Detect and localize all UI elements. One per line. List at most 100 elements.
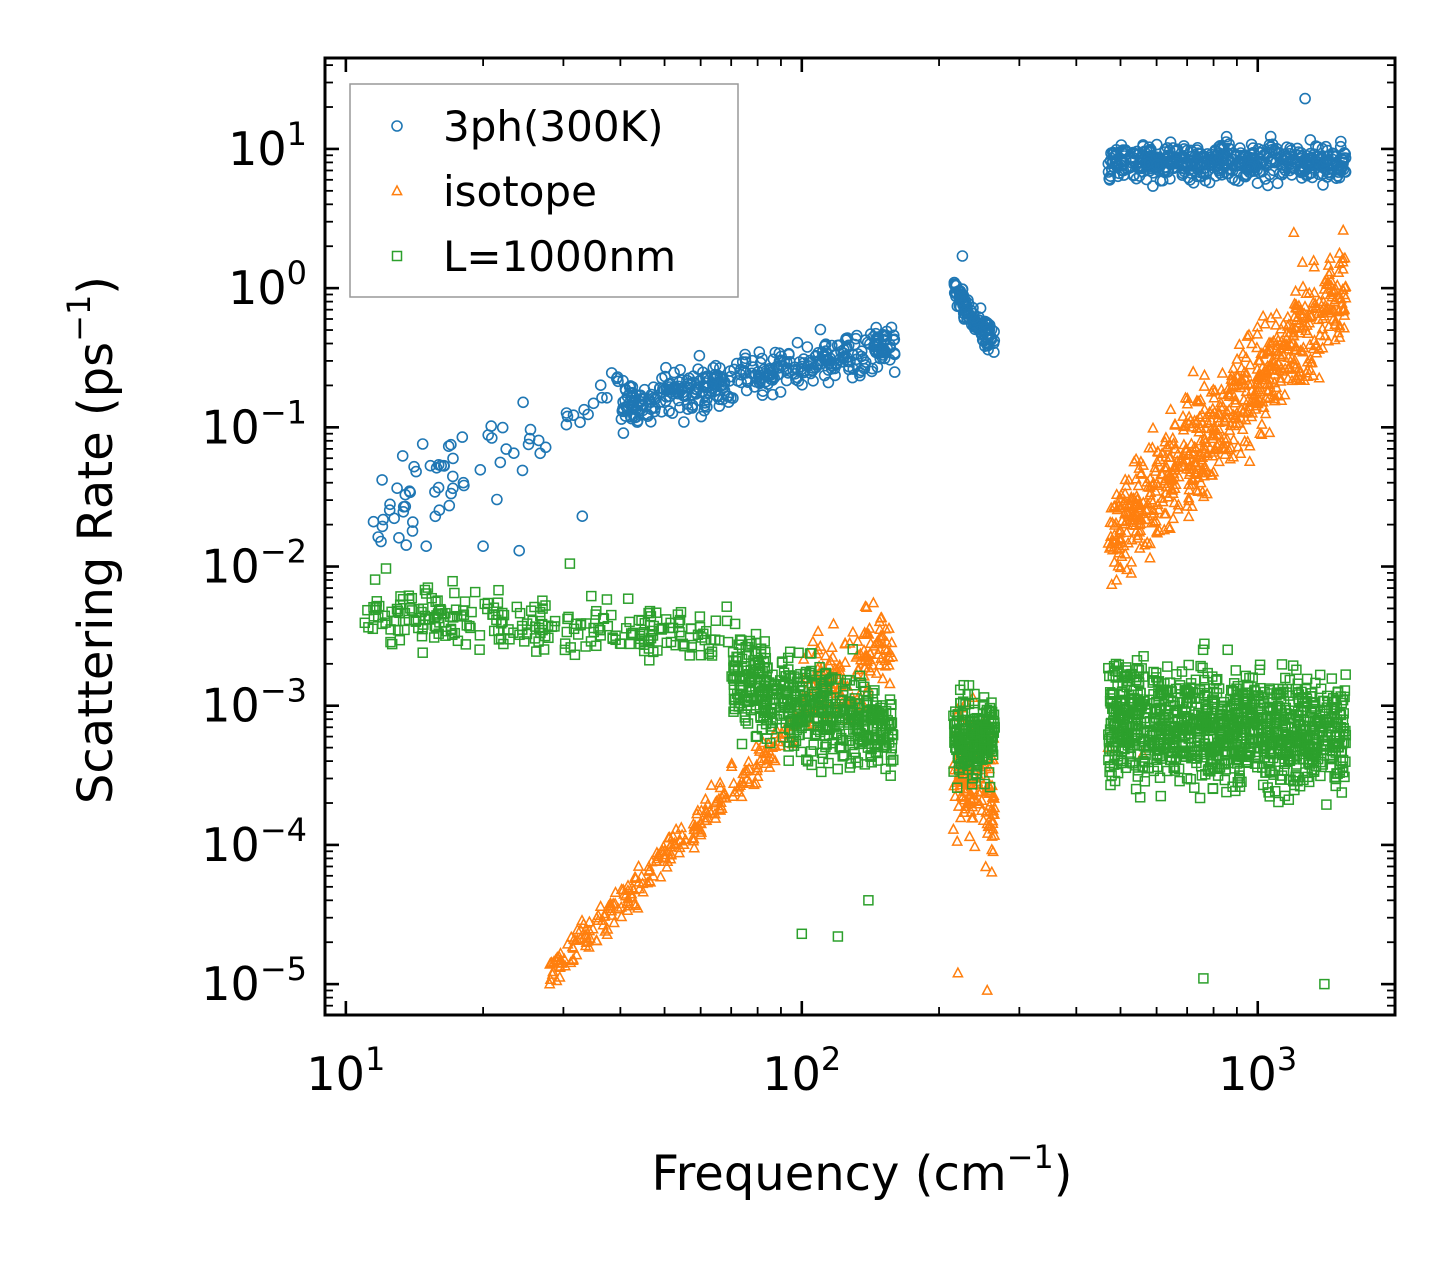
- data-point: [1126, 151, 1138, 163]
- data-point: [826, 650, 839, 662]
- data-point: [843, 360, 855, 373]
- data-point: [572, 629, 584, 640]
- data-point: [1190, 483, 1203, 495]
- data-point: [1210, 675, 1222, 686]
- data-point: [567, 952, 580, 964]
- data-point: [1254, 354, 1266, 366]
- data-point: [793, 647, 804, 659]
- data-point: [760, 757, 772, 769]
- data-point: [1154, 750, 1165, 762]
- data-point: [1245, 410, 1258, 422]
- data-point: [963, 680, 975, 691]
- data-point: [797, 681, 808, 693]
- legend-marker-2: [391, 184, 403, 196]
- data-point: [461, 620, 473, 631]
- data-point: [493, 634, 505, 645]
- data-point: [1230, 665, 1242, 676]
- data-point: [1169, 459, 1181, 471]
- data-point: [1216, 706, 1227, 717]
- data-point: [1205, 385, 1218, 397]
- data-point: [816, 678, 827, 690]
- data-point: [527, 615, 538, 627]
- data-point: [1201, 721, 1213, 732]
- data-point: [656, 624, 667, 635]
- data-point: [1254, 664, 1266, 676]
- data-point: [1110, 573, 1123, 585]
- data-point: [956, 719, 968, 730]
- data-point: [847, 713, 859, 725]
- data-point: [650, 607, 662, 618]
- data-point: [1279, 164, 1292, 177]
- data-point: [691, 804, 704, 816]
- data-point: [780, 374, 793, 387]
- data-point: [1289, 301, 1302, 313]
- data-point: [741, 373, 753, 385]
- data-point: [675, 606, 687, 618]
- data-point: [1198, 403, 1211, 415]
- data-point: [392, 605, 404, 617]
- data-point: [698, 404, 711, 417]
- data-point: [1211, 687, 1223, 699]
- data-point: [1263, 377, 1276, 389]
- data-point: [950, 290, 962, 303]
- data-point: [848, 724, 859, 735]
- data-point: [814, 323, 827, 336]
- data-point: [759, 367, 772, 380]
- data-point: [565, 642, 576, 653]
- data-point: [1167, 487, 1179, 499]
- data-point: [443, 499, 456, 512]
- data-point: [978, 714, 989, 725]
- data-point: [1196, 450, 1208, 462]
- data-point: [673, 616, 684, 628]
- data-point: [1132, 479, 1145, 491]
- data-point: [575, 618, 587, 629]
- data-point: [760, 705, 772, 717]
- data-point: [880, 325, 893, 338]
- data-point: [1178, 722, 1189, 734]
- data-point: [672, 394, 685, 407]
- data-point: [783, 664, 794, 675]
- data-point: [757, 665, 768, 677]
- data-point: [1238, 365, 1251, 377]
- series-2: [543, 223, 1352, 995]
- data-point: [1114, 561, 1127, 573]
- data-point: [1192, 750, 1203, 762]
- data-point: [1315, 770, 1326, 782]
- data-point: [784, 724, 795, 736]
- legend-label-3: L=1000nm: [443, 232, 676, 281]
- data-point: [1219, 774, 1231, 786]
- y-tick-label: 101: [228, 115, 307, 176]
- data-point: [1150, 151, 1163, 163]
- data-point: [1198, 973, 1209, 984]
- data-point: [1267, 704, 1279, 715]
- data-point: [590, 609, 601, 620]
- y-tick-label: 10−4: [201, 811, 307, 872]
- data-point: [1287, 226, 1300, 238]
- data-point: [1199, 638, 1210, 650]
- data-point: [880, 330, 893, 342]
- data-point: [1214, 734, 1226, 746]
- data-point: [649, 392, 662, 405]
- data-point: [1222, 383, 1234, 394]
- data-point: [1144, 537, 1157, 549]
- data-point: [701, 798, 714, 810]
- data-point: [972, 785, 985, 797]
- data-point: [1324, 306, 1337, 318]
- data-point: [799, 668, 811, 680]
- series-3: [359, 558, 1352, 990]
- data-point: [968, 840, 981, 852]
- data-point: [979, 860, 992, 872]
- data-point: [729, 694, 741, 705]
- data-point: [832, 763, 843, 775]
- x-axis-title: Frequency (cm−1): [651, 1138, 1072, 1202]
- data-point: [1306, 301, 1319, 313]
- data-point: [1288, 297, 1301, 309]
- data-point: [1147, 180, 1159, 192]
- data-point: [782, 698, 793, 710]
- data-point: [1250, 396, 1263, 408]
- data-point: [1156, 174, 1169, 187]
- data-point: [493, 609, 504, 621]
- data-point: [605, 367, 618, 379]
- data-point: [615, 883, 628, 894]
